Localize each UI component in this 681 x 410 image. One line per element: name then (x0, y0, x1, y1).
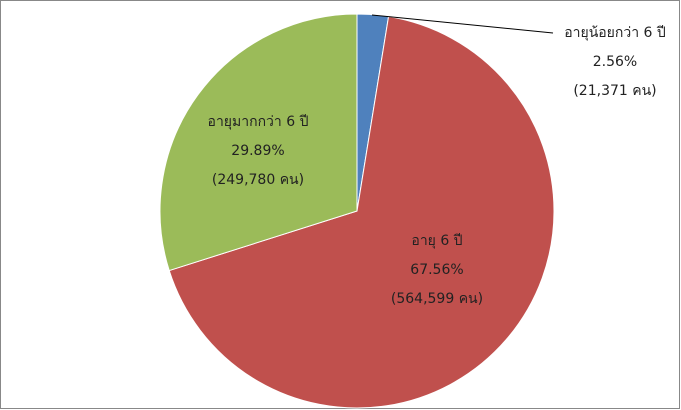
leader-line (371, 14, 554, 34)
pie-slice (168, 15, 555, 409)
count-label: (564,599 คน) (391, 291, 483, 307)
value-label: 67.56% (410, 262, 463, 278)
slice-label: อายุน้อยกว่า 6 ปี (564, 25, 666, 41)
count-label: (21,371 คน) (573, 83, 656, 99)
slice-label: อายุมากกว่า 6 ปี (208, 114, 309, 130)
value-label: 2.56% (593, 54, 637, 70)
pie-slice (159, 13, 358, 272)
slice-label: อายุ 6 ปี (411, 233, 462, 249)
count-label: (249,780 คน) (212, 172, 304, 188)
value-label: 29.89% (231, 143, 284, 159)
